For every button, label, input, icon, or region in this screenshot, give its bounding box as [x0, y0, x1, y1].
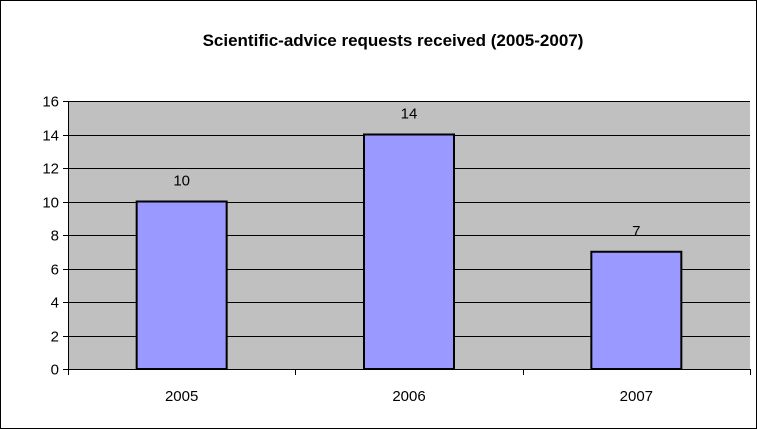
y-tick-label: 8 [51, 228, 59, 245]
data-label-2006: 14 [401, 106, 418, 123]
bar-2007 [590, 250, 683, 370]
axes [63, 101, 751, 375]
y-tick-label: 0 [51, 362, 59, 379]
chart-title: Scientific-advice requests received (200… [203, 31, 584, 50]
y-tick-label: 10 [42, 195, 59, 212]
y-tick-label: 14 [42, 128, 59, 145]
y-tick-label: 12 [42, 161, 59, 178]
labels: 0 2 4 6 8 10 12 14 16 10 2005 14 2006 7 2007 [42, 94, 653, 406]
bars [135, 133, 683, 370]
data-label-2005: 10 [173, 173, 190, 190]
x-tick-label-2007: 2007 [620, 388, 653, 405]
bar-2005 [135, 200, 228, 370]
x-tick-label-2005: 2005 [165, 388, 198, 405]
bar-2006 [363, 133, 455, 370]
y-tick-label: 6 [51, 262, 59, 279]
y-tick-label: 4 [51, 295, 59, 312]
data-label-2007: 7 [632, 223, 640, 240]
y-tick-label: 2 [51, 329, 59, 346]
x-tick-label-2006: 2006 [392, 388, 425, 405]
y-tick-label: 16 [42, 94, 59, 111]
